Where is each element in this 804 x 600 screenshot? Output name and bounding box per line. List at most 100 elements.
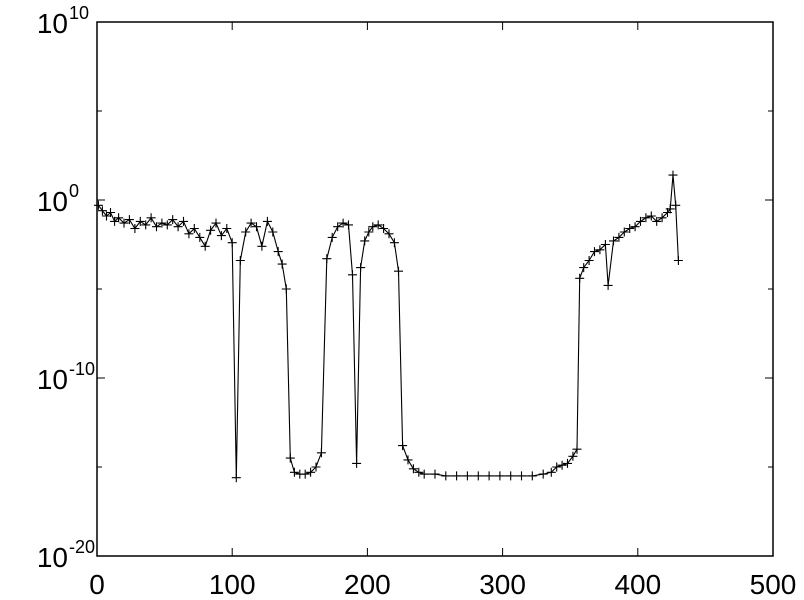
data-point xyxy=(398,441,408,451)
data-point xyxy=(546,467,556,477)
data-point xyxy=(200,241,210,251)
data-point xyxy=(333,222,343,232)
data-point xyxy=(211,218,221,228)
data-point xyxy=(641,213,651,223)
series-line xyxy=(97,175,679,478)
data-point xyxy=(552,462,562,472)
y-tick-exponent: 10 xyxy=(69,3,89,23)
data-point xyxy=(311,462,321,472)
data-point xyxy=(652,216,662,226)
data-point xyxy=(93,200,103,210)
data-point xyxy=(360,236,370,246)
data-point xyxy=(452,471,462,481)
data-point xyxy=(179,216,188,226)
data-point xyxy=(527,471,537,481)
data-point xyxy=(157,218,167,228)
data-point xyxy=(368,222,378,232)
data-point xyxy=(289,467,299,477)
data-point xyxy=(568,451,578,461)
y-tick-exponent: -20 xyxy=(69,537,95,557)
x-tick-label: 200 xyxy=(344,569,391,600)
data-point xyxy=(356,263,366,273)
data-point xyxy=(408,464,418,474)
data-point xyxy=(572,444,582,454)
data-point xyxy=(394,266,403,276)
data-point xyxy=(636,216,645,226)
data-point xyxy=(484,471,494,481)
data-point xyxy=(322,254,332,264)
data-point xyxy=(364,227,374,237)
y-tick-base: 10 xyxy=(37,542,68,573)
data-point xyxy=(473,471,483,481)
data-point xyxy=(575,273,585,283)
data-point xyxy=(135,216,145,226)
x-tick-label: 400 xyxy=(614,569,661,600)
data-point xyxy=(106,208,115,217)
data-point xyxy=(168,215,178,225)
plot-area xyxy=(93,170,683,483)
data-point xyxy=(146,213,156,223)
data-point xyxy=(173,222,183,232)
data-point xyxy=(300,469,310,479)
y-tick-label: 10 -10 xyxy=(37,359,95,395)
y-tick-exponent: 0 xyxy=(69,181,79,201)
data-point xyxy=(306,467,316,477)
x-tick-label: 500 xyxy=(750,569,797,600)
data-point xyxy=(646,211,656,221)
data-point xyxy=(579,263,589,273)
data-point xyxy=(273,247,283,257)
x-tick-label: 100 xyxy=(209,569,256,600)
data-point xyxy=(110,216,120,226)
data-point xyxy=(414,467,424,477)
data-point xyxy=(195,232,205,242)
y-tick-base: 10 xyxy=(37,186,68,217)
data-point xyxy=(184,229,194,239)
y-tick-label: 10 0 xyxy=(37,181,79,217)
data-point xyxy=(281,284,291,294)
data-point xyxy=(600,240,610,249)
data-point xyxy=(327,232,337,242)
data-point xyxy=(557,460,567,470)
data-point xyxy=(430,469,440,479)
data-point xyxy=(517,471,526,481)
y-tick-exponent: -10 xyxy=(69,359,95,379)
data-point xyxy=(657,213,667,223)
data-point xyxy=(97,206,107,216)
data-point xyxy=(141,220,151,230)
data-point xyxy=(609,236,618,246)
data-point xyxy=(671,200,681,210)
data-point xyxy=(419,469,429,479)
data-point xyxy=(538,469,548,479)
data-point xyxy=(152,222,161,232)
data-point xyxy=(216,231,226,241)
data-point xyxy=(625,224,635,233)
data-point xyxy=(252,222,261,232)
data-point xyxy=(114,213,124,223)
data-point xyxy=(227,238,237,248)
data-point xyxy=(285,453,295,463)
data-point xyxy=(344,220,353,230)
data-point xyxy=(614,232,624,242)
data-point xyxy=(462,471,472,481)
data-point xyxy=(630,222,640,232)
data-point xyxy=(590,247,599,257)
data-point xyxy=(665,204,675,214)
data-point xyxy=(257,241,267,251)
data-point xyxy=(373,220,383,230)
data-point xyxy=(668,170,678,180)
data-point xyxy=(384,229,394,239)
data-point xyxy=(231,473,241,483)
data-point xyxy=(595,245,605,255)
data-point xyxy=(584,256,594,265)
data-point xyxy=(124,215,134,225)
data-point xyxy=(277,259,287,269)
data-point xyxy=(603,280,613,290)
x-tick-label: 300 xyxy=(479,569,526,600)
data-point xyxy=(316,448,326,458)
data-point xyxy=(379,224,389,233)
data-point xyxy=(241,227,251,237)
data-point xyxy=(389,238,399,248)
data-point xyxy=(441,471,451,481)
